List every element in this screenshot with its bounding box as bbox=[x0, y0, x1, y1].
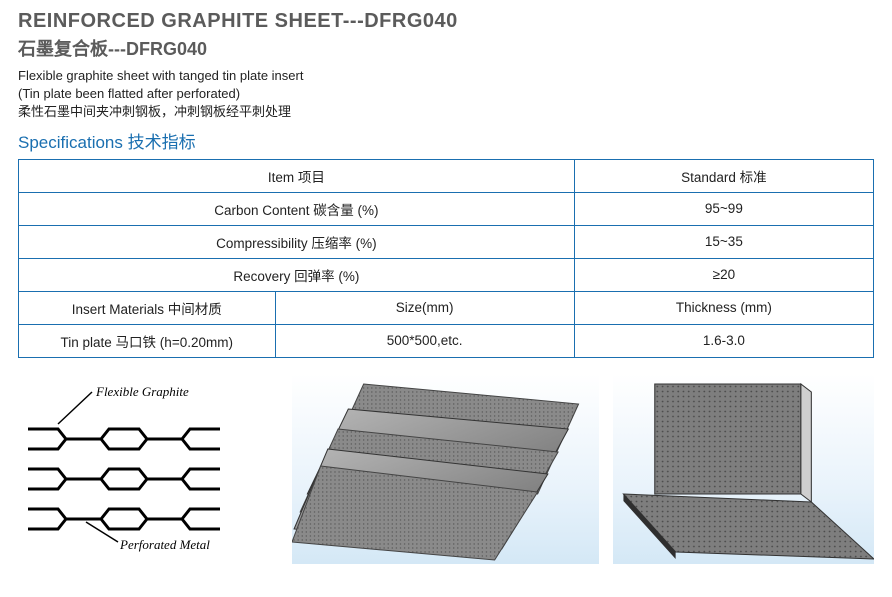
cell-carbon-value: 95~99 bbox=[574, 192, 873, 225]
table-row: Insert Materials 中间材质 Size(mm) Thickness… bbox=[19, 291, 874, 324]
diagram-label-bottom: Perforated Metal bbox=[119, 537, 210, 552]
cell-tinplate-label: Tin plate 马口铁 (h=0.20mm) bbox=[19, 324, 276, 357]
table-row: Carbon Content 碳含量 (%) 95~99 bbox=[19, 192, 874, 225]
product-photo-stacked-sheets bbox=[292, 374, 599, 564]
description-line-3: 柔性石墨中间夹冲刺钢板，冲刺钢板经平刺处理 bbox=[18, 103, 874, 121]
cross-section-diagram: Flexible Graphite Perforated Metal bbox=[18, 374, 278, 554]
diagram-label-top: Flexible Graphite bbox=[95, 384, 189, 399]
table-row: Item 项目 Standard 标准 bbox=[19, 159, 874, 192]
description-line-2: (Tin plate been flatted after perforated… bbox=[18, 85, 874, 103]
cell-recovery-label: Recovery 回弹率 (%) bbox=[19, 258, 575, 291]
cell-standard-header: Standard 标准 bbox=[574, 159, 873, 192]
cell-insert-header: Insert Materials 中间材质 bbox=[19, 291, 276, 324]
cell-size-value: 500*500,etc. bbox=[275, 324, 574, 357]
cell-size-header: Size(mm) bbox=[275, 291, 574, 324]
title-en: REINFORCED GRAPHITE SHEET---DFRG040 bbox=[18, 10, 874, 33]
images-row: Flexible Graphite Perforated Metal bbox=[18, 374, 874, 564]
cell-compressibility-label: Compressibility 压缩率 (%) bbox=[19, 225, 575, 258]
specifications-heading: Specifications 技术指标 bbox=[18, 128, 874, 153]
cell-carbon-label: Carbon Content 碳含量 (%) bbox=[19, 192, 575, 225]
cell-item-header: Item 项目 bbox=[19, 159, 575, 192]
cell-compressibility-value: 15~35 bbox=[574, 225, 873, 258]
specifications-table: Item 项目 Standard 标准 Carbon Content 碳含量 (… bbox=[18, 159, 874, 358]
product-photo-edge-view bbox=[613, 374, 874, 564]
cell-thickness-value: 1.6-3.0 bbox=[574, 324, 873, 357]
cell-thickness-header: Thickness (mm) bbox=[574, 291, 873, 324]
table-row: Recovery 回弹率 (%) ≥20 bbox=[19, 258, 874, 291]
cell-recovery-value: ≥20 bbox=[574, 258, 873, 291]
description-line-1: Flexible graphite sheet with tanged tin … bbox=[18, 67, 874, 85]
table-row: Tin plate 马口铁 (h=0.20mm) 500*500,etc. 1.… bbox=[19, 324, 874, 357]
table-row: Compressibility 压缩率 (%) 15~35 bbox=[19, 225, 874, 258]
title-cn: 石墨复合板---DFRG040 bbox=[18, 35, 874, 61]
